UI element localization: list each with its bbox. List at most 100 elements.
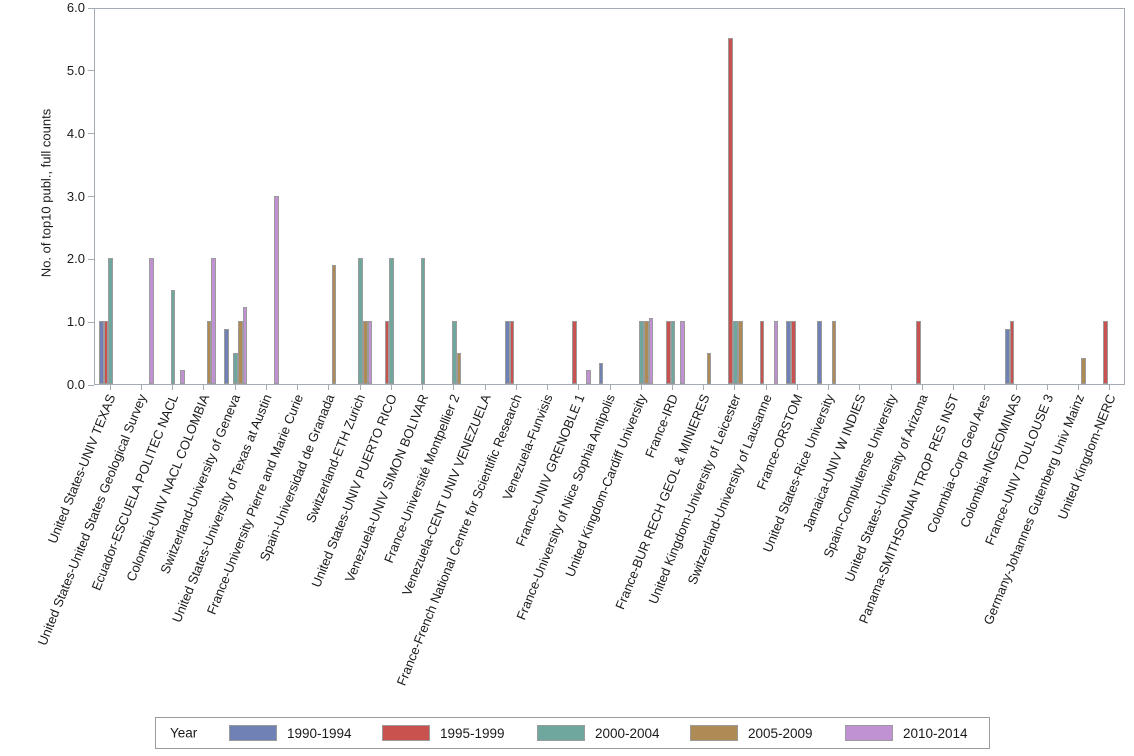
bar-2000-2004-cat11	[451, 321, 457, 384]
legend-label: 2005-2009	[748, 725, 813, 741]
bar-2005-2009-cat7	[331, 264, 337, 384]
x-tick-mark	[890, 385, 892, 390]
x-tick-mark	[359, 385, 361, 390]
bar-2005-2009-cat4	[237, 321, 243, 384]
bar-2010-2014-cat5	[273, 195, 279, 384]
bar-1995-1999-cat18	[665, 321, 671, 384]
bar-2005-2009-cat11	[456, 352, 462, 384]
bar-1990-1994-cat13	[505, 321, 510, 384]
bar-1990-1994-cat29	[1004, 329, 1010, 384]
bar-2010-2014-cat4	[242, 307, 248, 384]
y-tick-mark	[88, 7, 94, 9]
legend-label: 1990-1994	[287, 725, 352, 741]
bar-1995-1999-cat21	[759, 321, 765, 384]
bar-1995-1999-cat9	[384, 321, 390, 384]
bar-2000-2004-cat17	[639, 321, 645, 384]
legend-swatch-1995-1999	[382, 725, 430, 741]
bar-2005-2009-cat31	[1081, 358, 1087, 384]
bar-2010-2014-cat21	[773, 321, 779, 384]
bar-2005-2009-cat19	[706, 352, 712, 384]
y-tick-label: 2.0	[66, 251, 85, 267]
y-tick-label: 3.0	[66, 188, 85, 204]
bar-2000-2004-cat0	[108, 258, 113, 384]
bar-1995-1999-cat20	[728, 38, 734, 384]
x-tick-mark	[734, 385, 736, 390]
bar-1995-1999-cat15	[572, 321, 577, 384]
bar-2010-2014-cat18	[680, 321, 685, 384]
x-tick-mark	[484, 385, 486, 390]
bar-1995-1999-cat0	[103, 321, 109, 384]
bar-1995-1999-cat29	[1009, 321, 1015, 384]
x-tick-mark	[953, 385, 955, 390]
bar-1990-1994-cat16	[598, 362, 604, 384]
legend-item-2010-2014: 2010-2014	[845, 725, 968, 741]
bar-2010-2014-cat8	[367, 321, 373, 384]
y-tick-label: 0.0	[66, 377, 85, 392]
x-tick-mark	[109, 385, 111, 390]
bar-2000-2004-cat4	[233, 352, 238, 384]
y-tick-mark	[88, 133, 94, 135]
legend-item-1990-1994: 1990-1994	[229, 725, 352, 741]
bar-2005-2009-cat17	[644, 321, 649, 384]
bar-2005-2009-cat23	[831, 321, 837, 384]
legend-title: Year	[170, 725, 198, 741]
x-tick-mark	[1078, 385, 1080, 390]
x-tick-mark	[203, 385, 205, 390]
y-tick-label: 1.0	[66, 314, 85, 330]
x-tick-mark	[172, 385, 174, 390]
x-tick-mark	[828, 385, 830, 390]
bar-1990-1994-cat23	[817, 321, 823, 384]
bar-2005-2009-cat20	[737, 321, 743, 384]
y-tick-label: 4.0	[66, 125, 85, 141]
legend-swatch-2010-2014	[845, 725, 893, 741]
legend-item-1995-1999: 1995-1999	[382, 725, 505, 741]
bar-2000-2004-cat20	[733, 321, 738, 384]
bar-2005-2009-cat3	[206, 321, 212, 384]
bar-2010-2014-cat15	[586, 369, 591, 384]
bar-2005-2009-cat8	[362, 321, 368, 384]
plot-area	[94, 8, 1125, 385]
x-tick-mark	[140, 385, 142, 390]
bar-2010-2014-cat1	[148, 258, 154, 384]
x-tick-mark	[1109, 385, 1111, 390]
bar-1995-1999-cat26	[915, 321, 921, 384]
x-tick-mark	[547, 385, 548, 390]
x-tick-mark	[515, 385, 517, 390]
legend-item-2005-2009: 2005-2009	[690, 725, 813, 741]
x-tick-mark	[328, 385, 330, 390]
x-tick-mark	[390, 385, 392, 390]
bar-2010-2014-cat17	[648, 318, 654, 384]
legend-label: 2010-2014	[903, 725, 968, 741]
x-tick-mark	[453, 385, 455, 390]
bar-1995-1999-cat32	[1103, 321, 1109, 384]
legend-label: 2000-2004	[595, 725, 660, 741]
bar-1990-1994-cat22	[786, 321, 791, 384]
y-tick-label: 6.0	[66, 0, 85, 15]
bar-2000-2004-cat8	[358, 258, 363, 384]
legend-label: 1995-1999	[440, 725, 505, 741]
x-tick-mark	[703, 385, 705, 390]
y-tick-mark	[88, 70, 94, 72]
bar-2010-2014-cat2	[180, 370, 185, 384]
x-tick-mark	[921, 385, 923, 390]
bar-1995-1999-cat13	[509, 321, 515, 384]
x-tick-mark	[265, 385, 267, 390]
bar-1995-1999-cat22	[790, 321, 796, 384]
legend-swatch-1990-1994	[229, 725, 277, 741]
x-tick-mark	[671, 385, 673, 390]
x-tick-mark	[765, 385, 767, 390]
x-tick-mark	[1046, 385, 1048, 390]
y-tick-mark	[88, 196, 94, 197]
legend-swatch-2005-2009	[690, 725, 738, 741]
x-tick-mark	[796, 385, 798, 390]
bar-2000-2004-cat18	[670, 321, 676, 384]
x-tick-mark	[984, 385, 986, 390]
legend-swatch-2000-2004	[537, 725, 585, 741]
x-tick-mark	[578, 385, 580, 390]
x-tick-mark	[297, 385, 299, 390]
x-tick-mark	[234, 385, 236, 390]
bar-1990-1994-cat4	[223, 329, 229, 384]
x-tick-mark	[859, 385, 861, 390]
x-tick-mark	[640, 385, 642, 390]
